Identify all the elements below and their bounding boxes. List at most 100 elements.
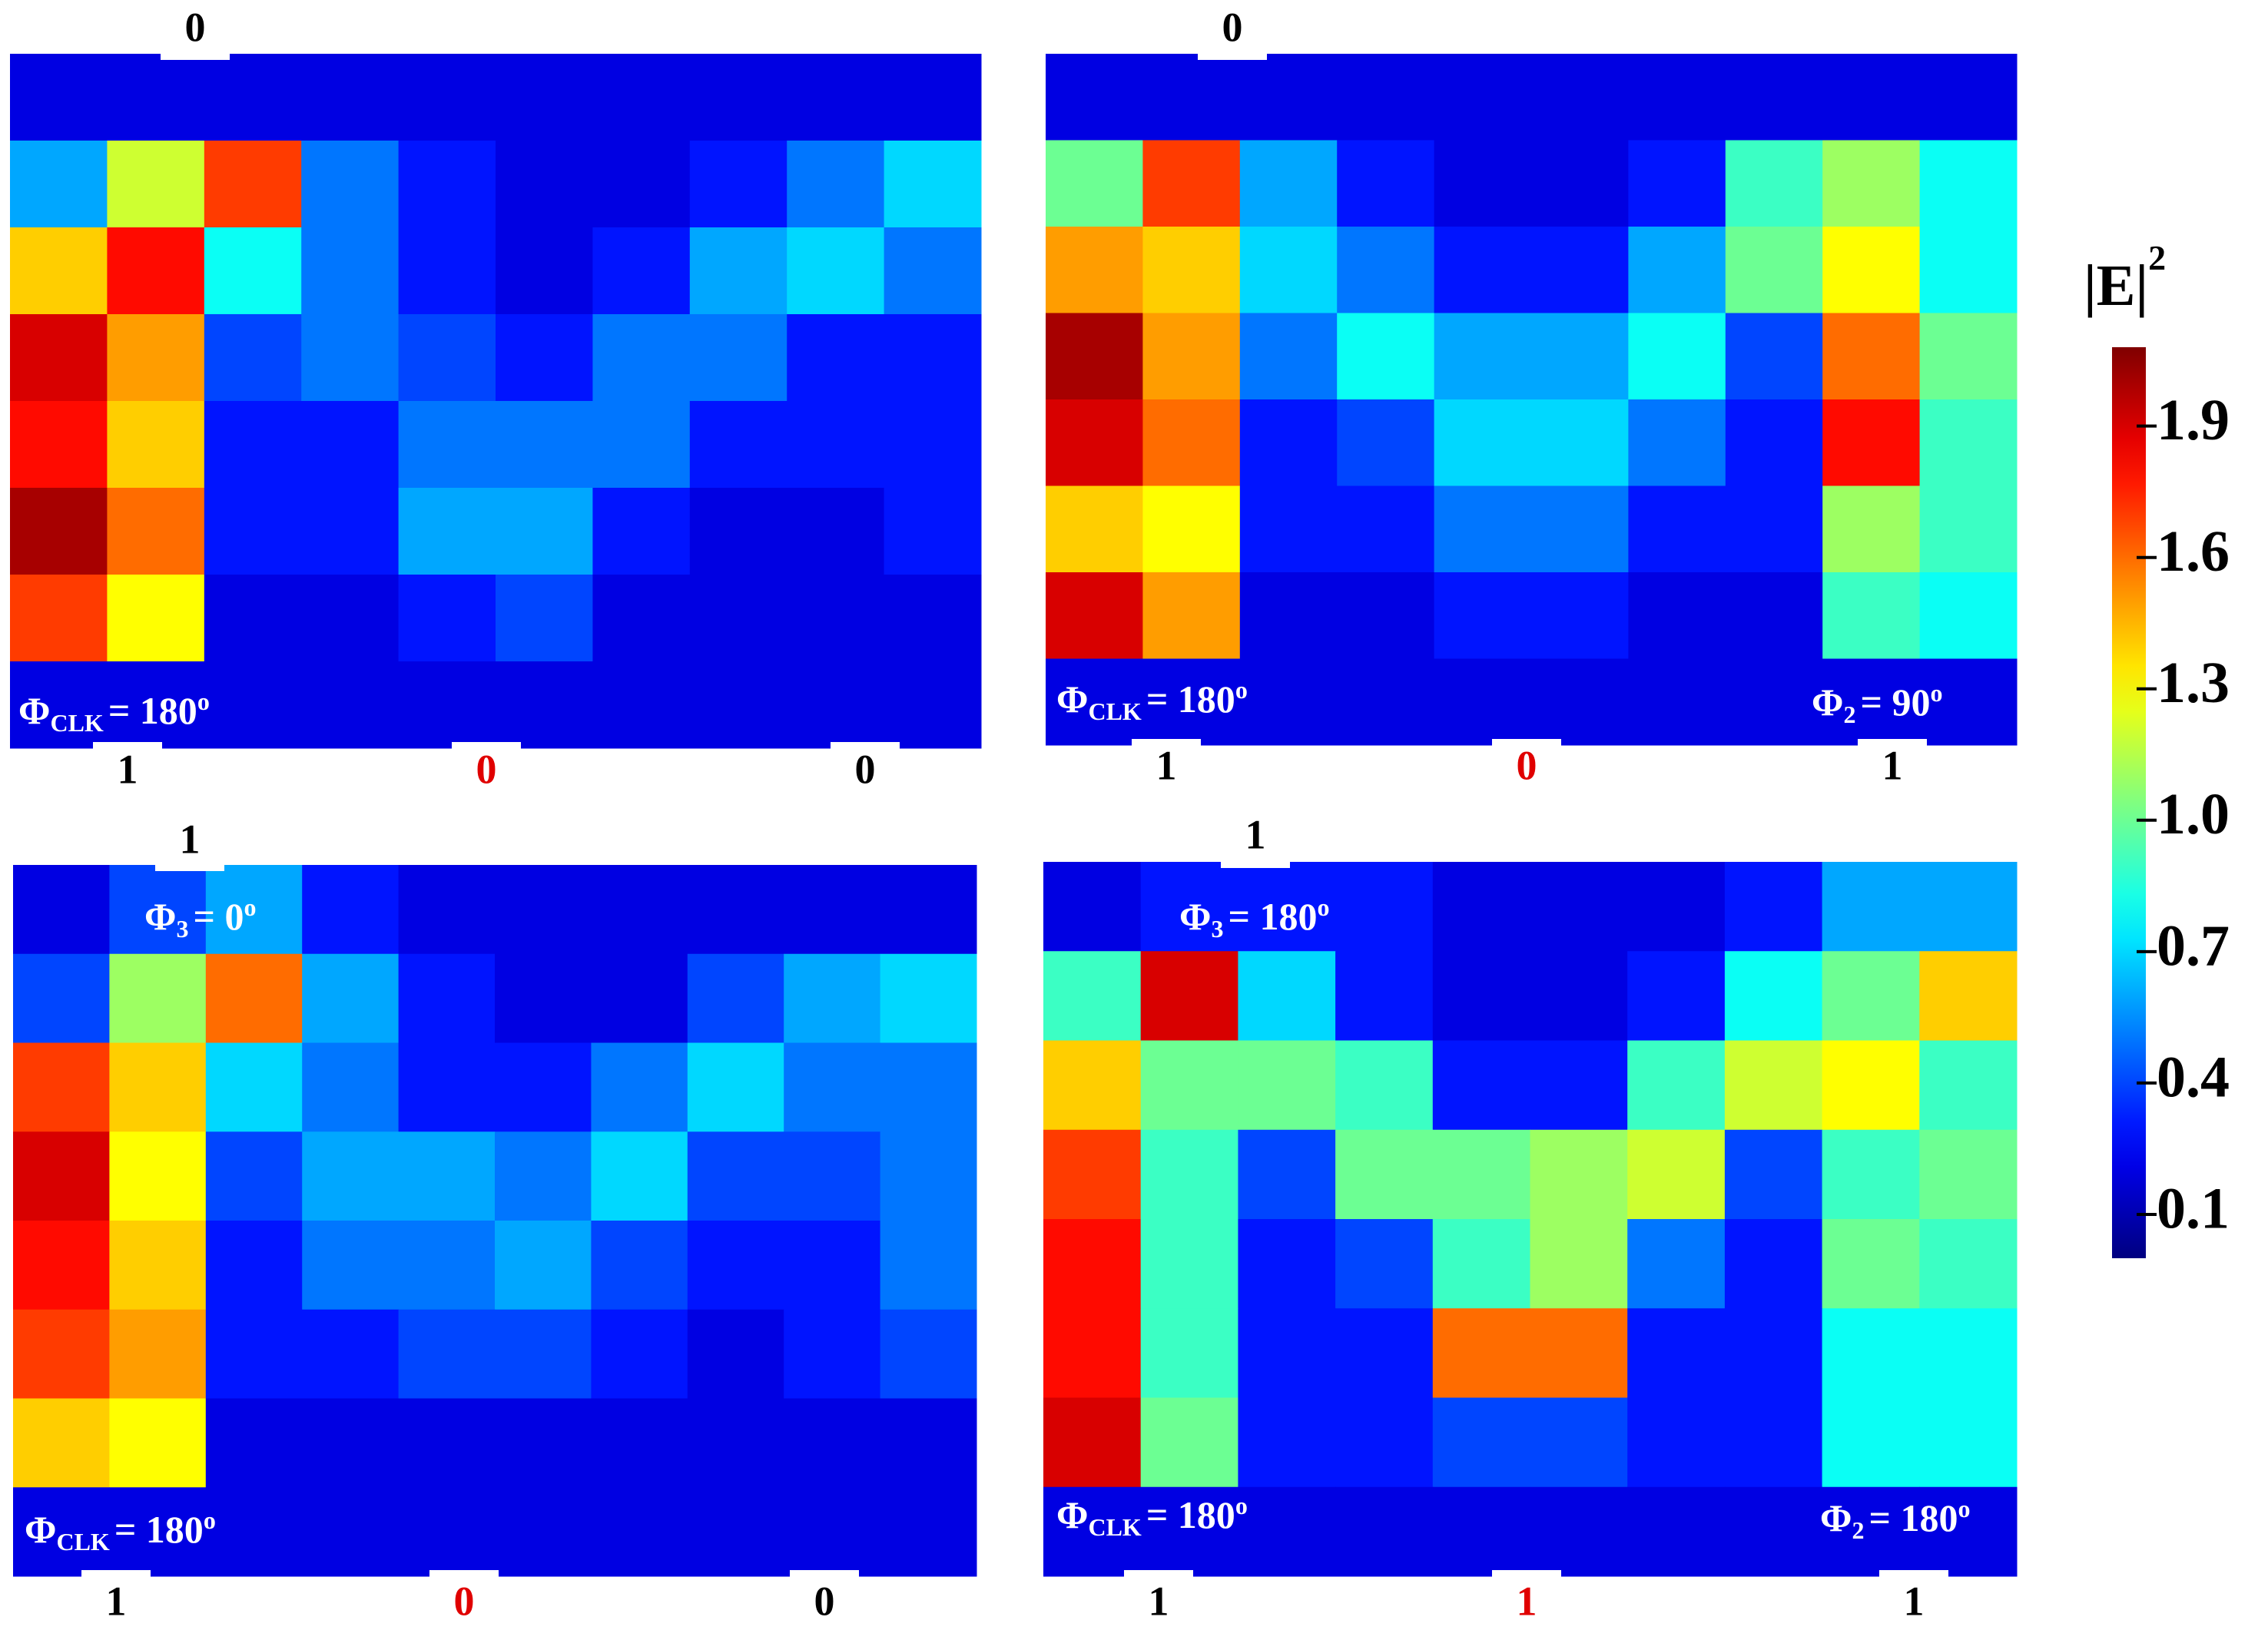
heatmap-cell [784, 1487, 881, 1577]
heatmap-cell [880, 1042, 977, 1132]
heatmap-cell [880, 1398, 977, 1488]
heatmap-cell [398, 1487, 496, 1577]
colorbar-tick-label: 1.3 [2157, 651, 2230, 715]
heatmap-cell [1822, 862, 1920, 952]
label-tab [429, 1570, 499, 1582]
heatmap-cell [1822, 658, 1921, 746]
heatmap-cell [1043, 951, 1142, 1041]
heatmap-cell [592, 575, 691, 662]
heatmap-cell [884, 575, 982, 662]
heatmap-cell [1043, 1397, 1142, 1488]
heatmap-cell [205, 865, 303, 955]
heatmap-cell [204, 661, 302, 749]
phase-value: = 0 [193, 895, 244, 938]
heatmap-cell [205, 1221, 303, 1310]
heatmap-cell [787, 401, 885, 489]
heatmap-cell [398, 1042, 496, 1132]
phase-symbol: Φ [144, 895, 176, 938]
heatmap-cell [1822, 399, 1921, 486]
heatmap-panel [13, 865, 977, 1577]
heatmap-cell [205, 953, 303, 1043]
phase-symbol: Φ [25, 1508, 56, 1551]
heatmap-cell [1239, 54, 1338, 141]
heatmap-cell [784, 953, 881, 1043]
heatmap-cell [787, 141, 885, 228]
heatmap-cell [687, 865, 784, 955]
phase-sup: o [204, 1506, 216, 1534]
heatmap-cell [398, 314, 496, 402]
label-tab [1124, 1570, 1193, 1582]
heatmap-cell [1335, 1129, 1434, 1220]
heatmap-cell [1627, 1040, 1726, 1131]
heatmap-cell [884, 488, 982, 575]
heatmap-cell [880, 865, 977, 955]
heatmap-cell [301, 314, 400, 402]
heatmap-cell [1919, 54, 2018, 141]
heatmap-cell [1239, 313, 1338, 400]
heatmap-cell [1822, 1040, 1920, 1131]
heatmap-cell [302, 1221, 400, 1310]
heatmap-cell [1531, 658, 1629, 746]
heatmap-cell [592, 401, 691, 489]
heatmap-cell [204, 488, 302, 575]
heatmap-cell [107, 141, 205, 228]
heatmap-cell [495, 953, 592, 1043]
heatmap-cell [1822, 140, 1921, 227]
heatmap-cell [1628, 227, 1726, 313]
heatmap-cell [1043, 1040, 1142, 1131]
phase-sub: 3 [176, 915, 188, 943]
phase-sup: o [197, 687, 210, 715]
heatmap-cell [1337, 658, 1435, 746]
heatmap-cell [689, 54, 788, 141]
heatmap-cell [495, 1309, 592, 1399]
heatmap-cell [109, 1309, 207, 1399]
heatmap-cell [884, 141, 982, 228]
heatmap-cell [689, 314, 788, 402]
phase-sub: CLK [1088, 1513, 1141, 1541]
heatmap-cell [1046, 313, 1143, 400]
heatmap-cell [205, 1131, 303, 1221]
heatmap-cell [1822, 572, 1921, 659]
heatmap-cell [10, 575, 108, 662]
phase-label: Φ2 = 180o [1820, 1495, 1970, 1544]
heatmap-cell [398, 575, 496, 662]
label-tab [1198, 48, 1267, 60]
heatmap-cell [1335, 1397, 1434, 1488]
heatmap-cell [1725, 485, 1823, 573]
heatmap-cell [1043, 1129, 1142, 1220]
heatmap-cell [10, 401, 108, 489]
heatmap-cell [398, 141, 496, 228]
heatmap-cell [1627, 862, 1726, 952]
phase-sub: 3 [1211, 915, 1223, 943]
heatmap-cell [784, 1398, 881, 1488]
heatmap-cell [1530, 1040, 1628, 1131]
heatmap-cell [1335, 1308, 1434, 1398]
heatmap-cell [1919, 572, 2018, 659]
bottom-label: 0 [476, 746, 497, 792]
heatmap-cell [687, 1131, 784, 1221]
heatmap-cell [784, 1042, 881, 1132]
top-label: 1 [1245, 811, 1266, 857]
phase-symbol: Φ [1056, 1493, 1088, 1536]
heatmap-cell [1337, 313, 1435, 400]
heatmap-cell [205, 1042, 303, 1132]
heatmap-cell [880, 953, 977, 1043]
heatmap-cell [1919, 1129, 2018, 1220]
phase-sub: CLK [50, 709, 103, 737]
heatmap-cell [787, 54, 885, 141]
label-tab [790, 1570, 859, 1582]
heatmap-cell [1043, 1308, 1142, 1398]
heatmap-cell [687, 1221, 784, 1310]
heatmap-cell [1335, 951, 1434, 1041]
heatmap-cell [1432, 1308, 1530, 1398]
heatmap-cell [1140, 951, 1238, 1041]
heatmap-cell [495, 1131, 592, 1221]
heatmap-cell [1531, 485, 1629, 573]
heatmap-cell [10, 54, 108, 141]
heatmap-cell [496, 141, 593, 228]
heatmap-cell [107, 488, 205, 575]
heatmap-cell [301, 227, 400, 315]
label-tab [93, 742, 162, 754]
heatmap-cell [1530, 1397, 1628, 1488]
